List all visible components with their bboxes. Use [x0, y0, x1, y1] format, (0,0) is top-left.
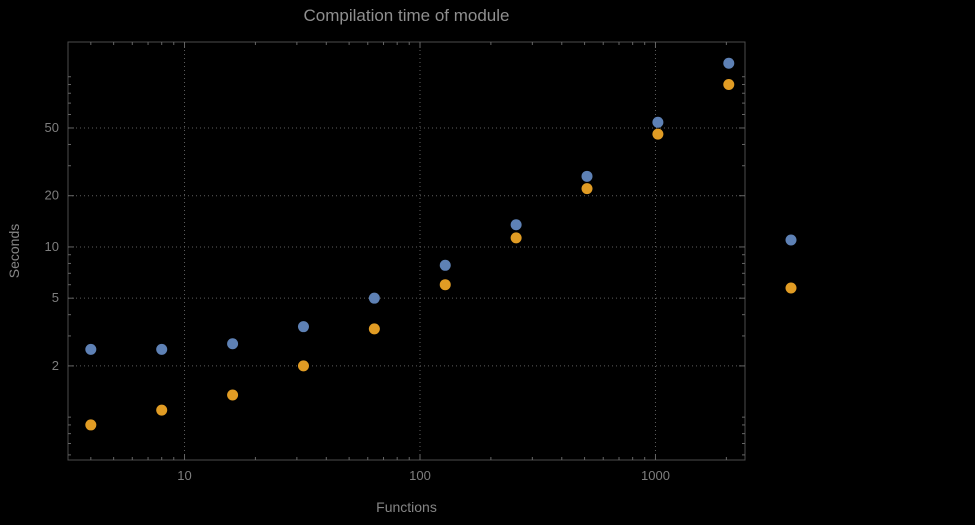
legend-marker — [785, 282, 797, 294]
data-point — [368, 292, 380, 304]
data-point — [297, 360, 309, 372]
data-point — [581, 170, 593, 182]
data-point — [723, 79, 735, 91]
chart-title: Compilation time of module — [303, 6, 510, 25]
data-point — [156, 404, 168, 416]
x-tick-label: 100 — [409, 468, 431, 483]
y-tick-label: 10 — [45, 239, 59, 254]
y-tick-label: 2 — [52, 358, 59, 373]
plot-frame — [67, 41, 746, 461]
y-tick-label: 5 — [52, 290, 59, 305]
data-point — [439, 259, 451, 271]
y-tick-label: 50 — [45, 120, 59, 135]
data-point — [723, 57, 735, 69]
data-point — [368, 323, 380, 335]
data-point — [581, 183, 593, 195]
data-point — [510, 232, 522, 244]
legend-marker — [785, 234, 797, 246]
x-tick-label: 10 — [177, 468, 191, 483]
data-point — [85, 419, 97, 431]
x-axis-label: Functions — [376, 499, 437, 515]
data-point — [297, 321, 309, 333]
y-axis-label: Seconds — [6, 223, 22, 279]
data-point — [227, 338, 239, 350]
data-point — [439, 279, 451, 291]
data-point — [85, 343, 97, 355]
y-tick-label: 20 — [45, 188, 59, 203]
data-point — [227, 389, 239, 401]
data-point — [510, 219, 522, 231]
data-point — [652, 116, 664, 128]
x-tick-label: 1000 — [641, 468, 670, 483]
data-point — [156, 343, 168, 355]
data-point — [652, 128, 664, 140]
